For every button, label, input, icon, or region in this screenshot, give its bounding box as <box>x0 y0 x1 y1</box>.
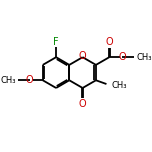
Text: CH₃: CH₃ <box>112 81 127 90</box>
Text: O: O <box>79 99 86 109</box>
Text: F: F <box>53 38 59 47</box>
Text: O: O <box>105 36 113 47</box>
Text: O: O <box>79 51 86 61</box>
Text: O: O <box>26 75 33 85</box>
Text: O: O <box>119 52 126 62</box>
Text: CH₃: CH₃ <box>0 76 16 85</box>
Text: CH₃: CH₃ <box>136 53 152 62</box>
